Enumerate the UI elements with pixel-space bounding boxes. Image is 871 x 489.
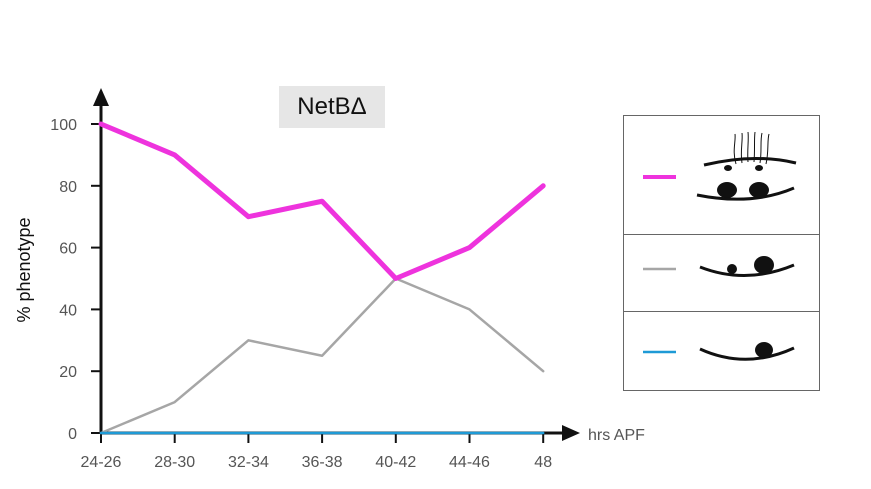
x-tick-label: 36-38	[302, 454, 343, 471]
chart-title: NetBΔ	[279, 86, 385, 128]
legend	[623, 115, 820, 391]
y-tick-label: 20	[59, 364, 77, 381]
x-axis-arrow	[562, 425, 580, 441]
legend-row-single	[624, 311, 819, 392]
x-tick-label: 28-30	[154, 454, 195, 471]
x-tick-label: 40-42	[375, 454, 416, 471]
x-ticks: 24-26 28-30 32-34 36-38 40-42 44-46 48	[81, 433, 552, 471]
y-tick-label: 40	[59, 302, 77, 319]
x-axis-unit-label: hrs APF	[588, 427, 645, 444]
phenotype-partial-icon	[699, 256, 795, 277]
y-tick-label: 60	[59, 241, 77, 258]
series-layer	[98, 121, 546, 435]
legend-entry-3	[643, 342, 795, 361]
phenotype-single-icon	[699, 342, 795, 361]
x-tick-label: 44-46	[449, 454, 490, 471]
y-tick-label: 100	[50, 117, 77, 134]
legend-entry-2	[643, 256, 795, 277]
series-line-2	[99, 277, 545, 435]
legend-row-partial	[624, 234, 819, 311]
series-line-1	[98, 121, 546, 281]
y-ticks: 0 20 40 60 80 100	[50, 117, 101, 443]
axes	[93, 88, 580, 441]
x-tick-label: 24-26	[81, 454, 122, 471]
y-axis-arrow	[93, 88, 109, 106]
x-tick-label: 48	[534, 454, 552, 471]
x-tick-label: 32-34	[228, 454, 269, 471]
phenotype-full-icon	[696, 131, 797, 201]
legend-entry-1	[643, 131, 797, 201]
y-tick-label: 0	[68, 426, 77, 443]
y-tick-label: 80	[59, 179, 77, 196]
legend-row-full	[624, 116, 819, 234]
y-axis-title: % phenotype	[14, 217, 34, 322]
